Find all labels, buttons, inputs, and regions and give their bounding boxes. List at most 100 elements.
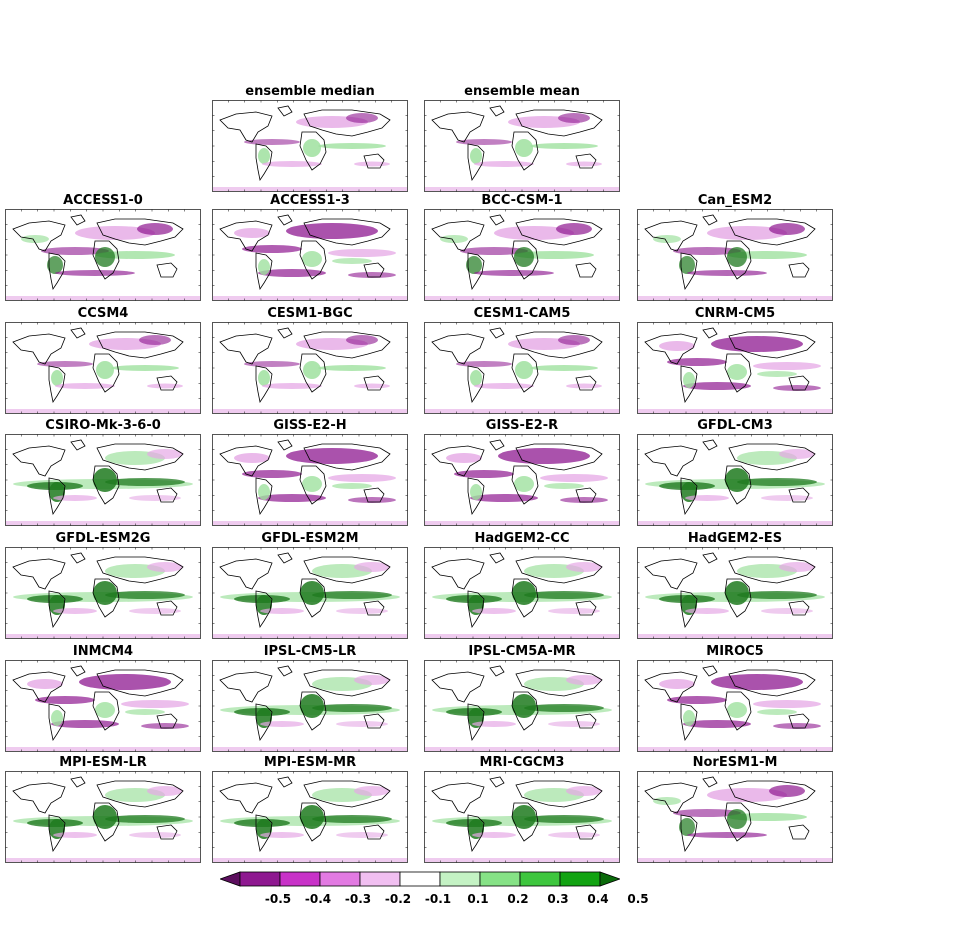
world-map xyxy=(424,660,620,752)
world-map xyxy=(424,209,620,301)
panel-title: CSIRO-Mk-3-6-0 xyxy=(45,418,161,433)
world-map-plot xyxy=(212,771,408,863)
panel-title: GFDL-ESM2G xyxy=(55,531,151,546)
map-panel-access1-0: ACCESS1-0 xyxy=(5,193,201,301)
colorbar-segment xyxy=(319,871,361,887)
panel-title: GFDL-ESM2M xyxy=(261,531,359,546)
map-panel-noresm1-m: NorESM1-M xyxy=(637,755,833,863)
colorbar-tick-label: -0.4 xyxy=(304,892,332,906)
map-panel-mpi-esm-lr: MPI-ESM-LR xyxy=(5,755,201,863)
world-map xyxy=(212,771,408,863)
map-panel-ipsl-cm5a-mr: IPSL-CM5A-MR xyxy=(424,644,620,752)
world-map xyxy=(424,434,620,526)
world-map-plot xyxy=(212,660,408,752)
panel-title: IPSL-CM5-LR xyxy=(263,644,357,659)
world-map xyxy=(637,209,833,301)
world-map-plot xyxy=(637,209,833,301)
world-map xyxy=(212,434,408,526)
colorbar-scale xyxy=(218,871,622,887)
map-panel-inmcm4: INMCM4 xyxy=(5,644,201,752)
map-panel-miroc5: MIROC5 xyxy=(637,644,833,752)
colorbar-segment xyxy=(279,871,321,887)
panel-title: ensemble mean xyxy=(464,84,580,99)
map-panel-hadgem2-es: HadGEM2-ES xyxy=(637,531,833,639)
world-map xyxy=(424,100,620,192)
map-panel-hadgem2-cc: HadGEM2-CC xyxy=(424,531,620,639)
world-map-plot xyxy=(5,209,201,301)
map-panel-ensemble-median: ensemble median xyxy=(212,84,408,192)
world-map-plot xyxy=(424,100,620,192)
panel-title: CESM1-BGC xyxy=(267,306,353,321)
colorbar-tick-label: 0.3 xyxy=(547,892,569,906)
world-map xyxy=(5,547,201,639)
world-map xyxy=(424,771,620,863)
world-map xyxy=(424,322,620,414)
world-map-plot xyxy=(212,322,408,414)
panel-title: CCSM4 xyxy=(77,306,129,321)
world-map-plot xyxy=(212,209,408,301)
colorbar-tick-label: 0.4 xyxy=(587,892,609,906)
panel-title: BCC-CSM-1 xyxy=(481,193,563,208)
world-map-plot xyxy=(212,547,408,639)
colorbar-max-extend xyxy=(599,871,622,887)
map-panel-csiro-mk-3-6-0: CSIRO-Mk-3-6-0 xyxy=(5,418,201,526)
world-map xyxy=(212,660,408,752)
world-map-plot xyxy=(424,322,620,414)
panel-title: GISS-E2-H xyxy=(273,418,347,433)
world-map-plot xyxy=(5,660,201,752)
colorbar-segment xyxy=(399,871,441,887)
panel-title: HadGEM2-ES xyxy=(687,531,783,546)
panel-title: ACCESS1-3 xyxy=(270,193,350,208)
world-map xyxy=(637,322,833,414)
world-map-plot xyxy=(5,771,201,863)
colorbar-segment xyxy=(439,871,481,887)
map-panel-ipsl-cm5-lr: IPSL-CM5-LR xyxy=(212,644,408,752)
world-map-plot xyxy=(637,322,833,414)
map-panel-ccsm4: CCSM4 xyxy=(5,306,201,414)
colorbar-segment xyxy=(479,871,521,887)
panel-title: CNRM-CM5 xyxy=(694,306,776,321)
panel-title: MIROC5 xyxy=(706,644,764,659)
world-map xyxy=(212,209,408,301)
world-map-plot xyxy=(637,771,833,863)
panel-title: GFDL-CM3 xyxy=(697,418,773,433)
colorbar-tick-label: -0.2 xyxy=(384,892,412,906)
colorbar-segment xyxy=(559,871,601,887)
world-map xyxy=(5,434,201,526)
world-map xyxy=(212,100,408,192)
world-map-plot xyxy=(424,434,620,526)
world-map xyxy=(5,771,201,863)
world-map xyxy=(637,434,833,526)
world-map-plot xyxy=(424,547,620,639)
map-panel-giss-e2-r: GISS-E2-R xyxy=(424,418,620,526)
panel-title: IPSL-CM5A-MR xyxy=(468,644,576,659)
map-panel-ensemble-mean: ensemble mean xyxy=(424,84,620,192)
panel-title: ensemble median xyxy=(245,84,375,99)
map-panel-can-esm2: Can_ESM2 xyxy=(637,193,833,301)
map-panel-cnrm-cm5: CNRM-CM5 xyxy=(637,306,833,414)
panel-title: MPI-ESM-LR xyxy=(59,755,147,770)
world-map-plot xyxy=(5,434,201,526)
colorbar-tick-label: -0.5 xyxy=(264,892,292,906)
colorbar: -0.5 -0.4 -0.3 -0.2 -0.1 0.1 0.2 0.3 0.4 0.5 xyxy=(218,870,649,910)
panel-title: NorESM1-M xyxy=(692,755,778,770)
map-panel-cesm1-bgc: CESM1-BGC xyxy=(212,306,408,414)
colorbar-tick-label: -0.3 xyxy=(344,892,372,906)
colorbar-tick-label: 0.5 xyxy=(627,892,649,906)
world-map xyxy=(5,660,201,752)
panel-title: INMCM4 xyxy=(72,644,134,659)
world-map-plot xyxy=(424,660,620,752)
map-panel-gfdl-cm3: GFDL-CM3 xyxy=(637,418,833,526)
map-panel-gfdl-esm2g: GFDL-ESM2G xyxy=(5,531,201,639)
map-panel-giss-e2-h: GISS-E2-H xyxy=(212,418,408,526)
panel-title: CESM1-CAM5 xyxy=(473,306,571,321)
colorbar-segment xyxy=(239,871,281,887)
world-map xyxy=(5,209,201,301)
panel-title: MRI-CGCM3 xyxy=(479,755,565,770)
world-map xyxy=(424,547,620,639)
map-panel-gfdl-esm2m: GFDL-ESM2M xyxy=(212,531,408,639)
panel-title: HadGEM2-CC xyxy=(474,531,570,546)
world-map-plot xyxy=(5,322,201,414)
panel-title: MPI-ESM-MR xyxy=(263,755,357,770)
